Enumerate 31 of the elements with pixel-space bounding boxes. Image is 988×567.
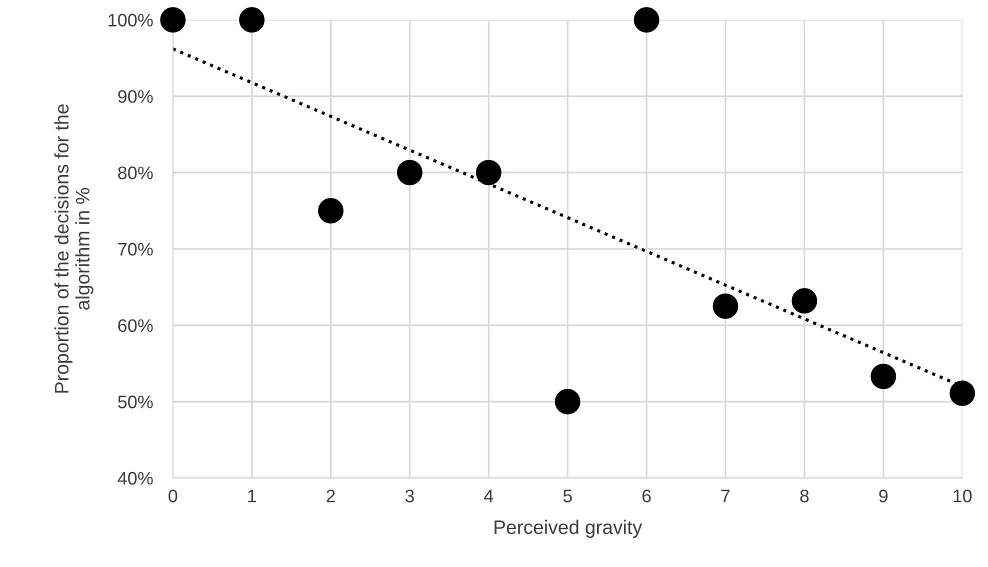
point bbox=[870, 364, 896, 390]
y-tick-label: 60% bbox=[118, 319, 153, 332]
x-axis-title: Perceived gravity bbox=[494, 520, 642, 538]
point bbox=[950, 380, 976, 406]
y-tick-label: 80% bbox=[118, 166, 153, 180]
point bbox=[554, 388, 580, 414]
point bbox=[792, 288, 818, 314]
x-tick-label: 7 bbox=[721, 490, 730, 502]
point bbox=[239, 7, 265, 33]
x-tick-label: 8 bbox=[800, 490, 809, 502]
x-tick-label: 0 bbox=[168, 490, 178, 502]
y-tick-label: 90% bbox=[118, 90, 153, 103]
y-tick-label: 40% bbox=[118, 472, 153, 485]
point bbox=[476, 160, 502, 186]
y-tick-label: 70% bbox=[118, 242, 153, 256]
point bbox=[634, 7, 660, 33]
y-tick-label: 50% bbox=[118, 396, 153, 408]
x-tick-label: 1 bbox=[248, 490, 256, 502]
x-tick-label: 9 bbox=[879, 490, 888, 502]
x-tick-label: 3 bbox=[405, 490, 414, 502]
point bbox=[712, 293, 738, 319]
point bbox=[397, 160, 422, 186]
x-tick-label: 10 bbox=[954, 490, 972, 502]
x-tick-label: 4 bbox=[484, 490, 494, 502]
y-tick-label: 100% bbox=[108, 14, 153, 27]
point bbox=[318, 198, 344, 224]
x-tick-label: 6 bbox=[642, 490, 651, 502]
y-axis-title: Proportion of the decisions for the algorithm in % bbox=[54, 104, 94, 393]
x-tick-label: 2 bbox=[326, 490, 335, 502]
x-tick-label: 5 bbox=[563, 490, 572, 502]
point bbox=[160, 7, 186, 33]
